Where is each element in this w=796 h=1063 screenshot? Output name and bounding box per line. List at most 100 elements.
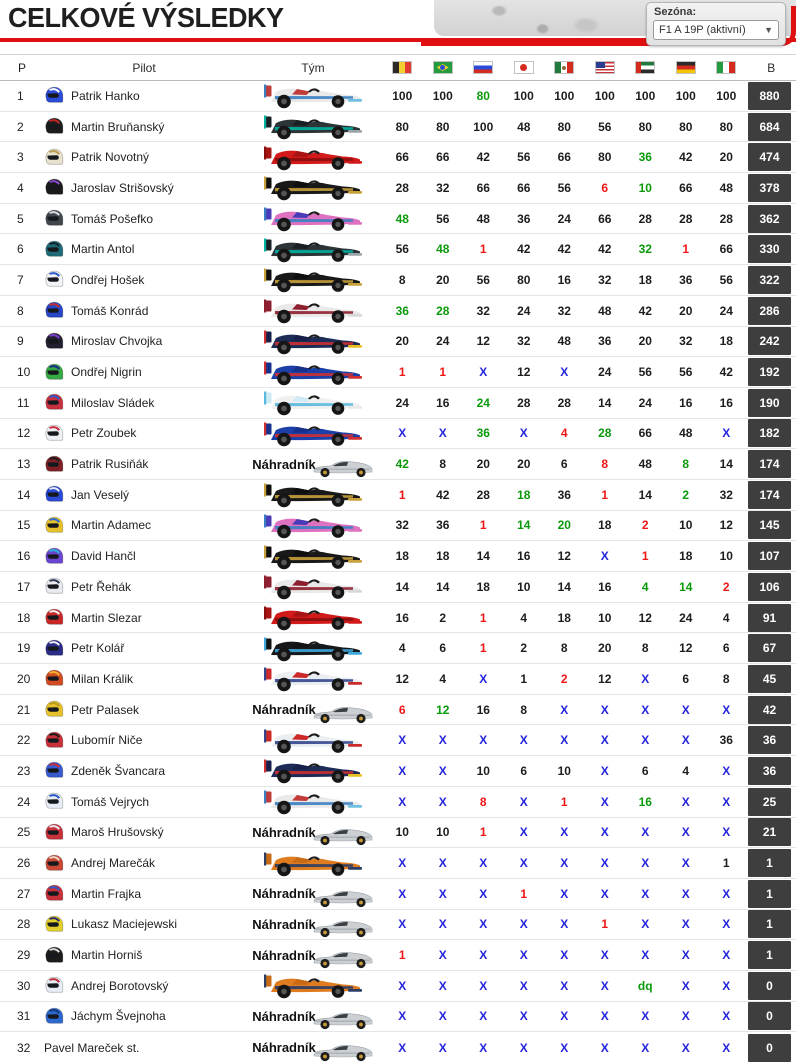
race-result: 48 — [517, 120, 530, 134]
race-result: 4 — [723, 611, 730, 625]
pilot-name[interactable]: Jan Veselý — [71, 488, 129, 502]
pilot-name[interactable]: Patrik Hanko — [71, 89, 140, 103]
race-result: 66 — [396, 150, 409, 164]
belgium-flag-icon[interactable] — [392, 61, 412, 74]
pilot-name[interactable]: Martin Antol — [71, 242, 134, 256]
position: 1 — [0, 89, 44, 103]
race-result: 56 — [720, 273, 733, 287]
usa-flag-icon[interactable] — [595, 61, 615, 74]
pilot-name[interactable]: Martin Adamec — [71, 518, 151, 532]
team-cell: Náhradník — [244, 696, 382, 724]
race-result: 4 — [682, 764, 689, 778]
race-result: 100 — [433, 89, 453, 103]
total-points: 330 — [748, 235, 791, 263]
germany-flag-icon[interactable] — [676, 61, 696, 74]
race-result: 24 — [679, 611, 692, 625]
pilot-name[interactable]: Andrej Borotovský — [71, 979, 168, 993]
pilot-name[interactable]: Martin Slezar — [71, 611, 142, 625]
race-result: 80 — [436, 120, 449, 134]
total-points: 1 — [748, 880, 791, 908]
race-result: X — [520, 917, 528, 931]
race-result: 66 — [436, 150, 449, 164]
pilot-name[interactable]: Jáchym Švejnoha — [71, 1009, 166, 1023]
race-result: 32 — [517, 334, 530, 348]
race-result: 66 — [598, 212, 611, 226]
pilot-name[interactable]: Martin Frajka — [71, 887, 141, 901]
pilot-name[interactable]: Miroslav Chvojka — [71, 334, 162, 348]
pilot-name[interactable]: Patrik Rusiňák — [71, 457, 148, 471]
pilot-name[interactable]: Petr Palasek — [71, 703, 139, 717]
japan-flag-icon[interactable] — [514, 61, 534, 74]
race-result: X — [479, 917, 487, 931]
pilot-name[interactable]: Martin Horniš — [71, 948, 142, 962]
race-result: 48 — [720, 181, 733, 195]
pilot-name[interactable]: Jaroslav Strišovský — [71, 181, 174, 195]
pilot-name[interactable]: Ondřej Hošek — [71, 273, 144, 287]
race-result: X — [682, 917, 690, 931]
pilot-name[interactable]: Milan Králik — [71, 672, 133, 686]
pilot-name[interactable]: Lukasz Maciejewski — [71, 917, 177, 931]
pilot-name[interactable]: Petr Zoubek — [71, 426, 136, 440]
italy-flag-icon[interactable] — [716, 61, 736, 74]
chevron-down-icon: ▼ — [764, 25, 773, 35]
position: 5 — [0, 212, 44, 226]
pilot-name[interactable]: Pavel Mareček st. — [44, 1041, 139, 1055]
race-result: X — [682, 795, 690, 809]
column-header-race-germany — [666, 61, 707, 74]
team-car-graphic — [263, 512, 363, 539]
season-select[interactable]: F1 A 19P (aktivní) ▼ — [653, 20, 779, 40]
pilot-name[interactable]: Petr Kolář — [71, 641, 124, 655]
race-result: 80 — [639, 120, 652, 134]
pilot-name[interactable]: Ondřej Nigrin — [71, 365, 142, 379]
pilot-cell: Jáchym Švejnoha — [44, 1006, 244, 1027]
column-header-race-russia — [463, 61, 504, 74]
helmet-icon — [44, 546, 65, 567]
russia-flag-icon[interactable] — [473, 61, 493, 74]
pilot-name[interactable]: David Hančl — [71, 549, 136, 563]
race-result: X — [560, 979, 568, 993]
race-result: 42 — [679, 150, 692, 164]
brazil-flag-icon[interactable] — [433, 61, 453, 74]
race-result: X — [682, 979, 690, 993]
pilot-name[interactable]: Andrej Marečák — [71, 856, 155, 870]
column-header-position: P — [0, 61, 44, 75]
substitute-cell: Náhradník — [252, 941, 374, 969]
position: 17 — [0, 580, 44, 594]
race-result: X — [641, 1009, 649, 1023]
uae-flag-icon[interactable] — [635, 61, 655, 74]
pilot-name[interactable]: Lubomír Niče — [71, 733, 142, 747]
pilot-name[interactable]: Tomáš Konrád — [71, 304, 148, 318]
race-result: 80 — [477, 89, 490, 103]
race-result: X — [682, 733, 690, 747]
pilot-name[interactable]: Tomáš Vejrych — [71, 795, 149, 809]
race-result: 20 — [436, 273, 449, 287]
race-result: X — [439, 426, 447, 440]
pilot-name[interactable]: Miloslav Sládek — [71, 396, 154, 410]
pilot-name[interactable]: Patrik Novotný — [71, 150, 149, 164]
pilot-cell: Maroš Hrušovský — [44, 822, 244, 843]
race-result: 8 — [439, 457, 446, 471]
team-cell — [244, 512, 382, 539]
race-result: 10 — [679, 518, 692, 532]
pilot-name[interactable]: Tomáš Pošefko — [71, 212, 153, 226]
team-cell: Náhradník — [244, 818, 382, 846]
pilot-name[interactable]: Martin Bruňanský — [71, 120, 164, 134]
mexico-flag-icon[interactable] — [554, 61, 574, 74]
team-car-graphic — [263, 727, 363, 754]
race-result: X — [520, 979, 528, 993]
position: 9 — [0, 334, 44, 348]
pilot-name[interactable]: Petr Řehák — [71, 580, 131, 594]
helmet-icon — [44, 791, 65, 812]
race-result: 10 — [720, 549, 733, 563]
pilot-name[interactable]: Maroš Hrušovský — [71, 825, 164, 839]
pilot-name[interactable]: Zdeněk Švancara — [71, 764, 165, 778]
race-result: X — [479, 856, 487, 870]
race-result: 56 — [558, 181, 571, 195]
